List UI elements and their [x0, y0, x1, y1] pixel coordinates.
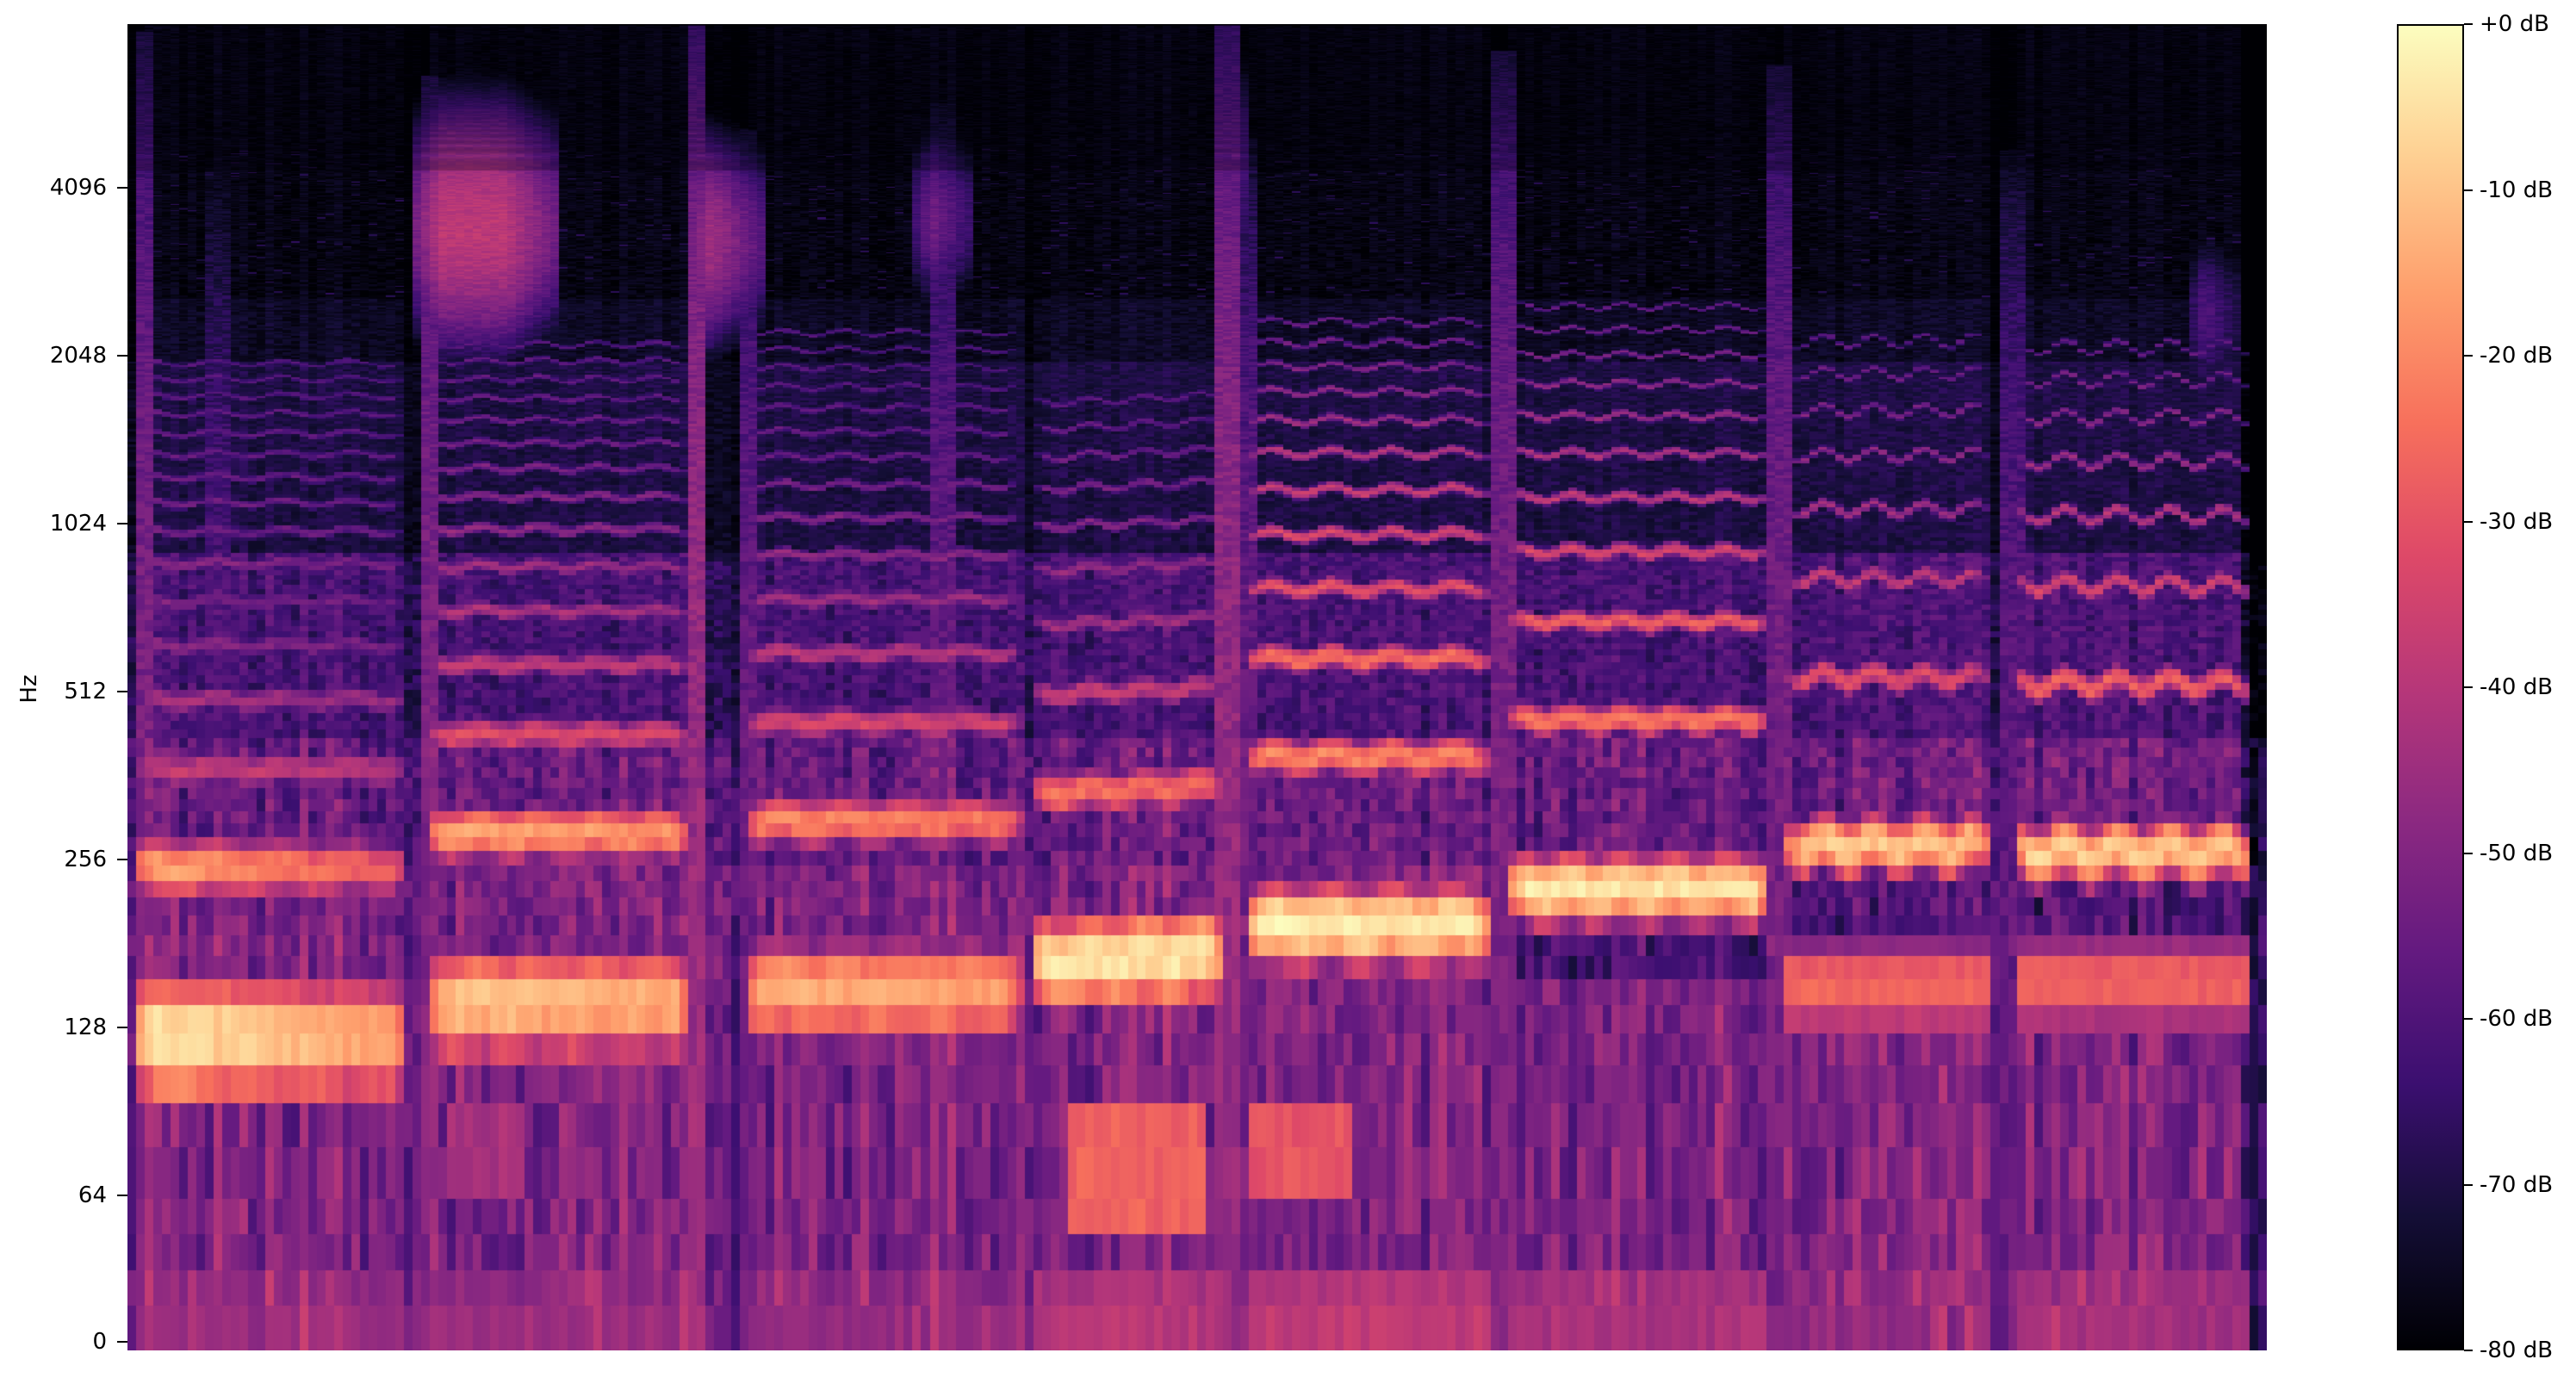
colorbar-tick-mark [2464, 686, 2473, 688]
colorbar-tick-mark [2464, 23, 2473, 25]
y-tick-mark [117, 691, 127, 692]
y-tick-mark [117, 1341, 127, 1343]
y-tick-label: 128 [64, 1015, 107, 1040]
spectrogram-canvas [127, 24, 2267, 1350]
colorbar [2397, 24, 2464, 1350]
colorbar-tick-mark [2464, 852, 2473, 854]
colorbar-tick-mark [2464, 355, 2473, 357]
colorbar-tick-label: -30 dB [2480, 508, 2554, 535]
colorbar-tick-label: -40 dB [2480, 674, 2554, 700]
colorbar-tick-label: -20 dB [2480, 343, 2554, 369]
y-tick-mark [117, 859, 127, 860]
colorbar-tick-mark [2464, 520, 2473, 523]
y-tick-mark [117, 1027, 127, 1028]
colorbar-tick-label: +0 dB [2480, 11, 2549, 37]
y-tick-mark [117, 187, 127, 189]
y-tick-label: 0 [92, 1329, 107, 1355]
colorbar-tick-mark [2464, 1350, 2473, 1351]
y-tick-label: 256 [64, 847, 107, 872]
y-tick-mark [117, 355, 127, 357]
colorbar-tick-label: -50 dB [2480, 840, 2554, 866]
colorbar-tick-label: -10 dB [2480, 177, 2554, 203]
y-tick-mark [117, 523, 127, 524]
y-tick-label: 2048 [49, 343, 107, 369]
y-tick-label: 1024 [49, 511, 107, 537]
y-tick-label: 512 [64, 679, 107, 704]
y-tick-label: 4096 [49, 175, 107, 201]
colorbar-tick-mark [2464, 1018, 2473, 1020]
colorbar-tick-mark [2464, 1183, 2473, 1186]
y-tick-label: 64 [78, 1182, 107, 1208]
colorbar-tick-mark [2464, 189, 2473, 191]
colorbar-tick-label: -80 dB [2480, 1337, 2554, 1363]
colorbar-tick-label: -60 dB [2480, 1006, 2554, 1032]
colorbar-tick-label: -70 dB [2480, 1171, 2554, 1198]
y-tick-mark [117, 1195, 127, 1196]
